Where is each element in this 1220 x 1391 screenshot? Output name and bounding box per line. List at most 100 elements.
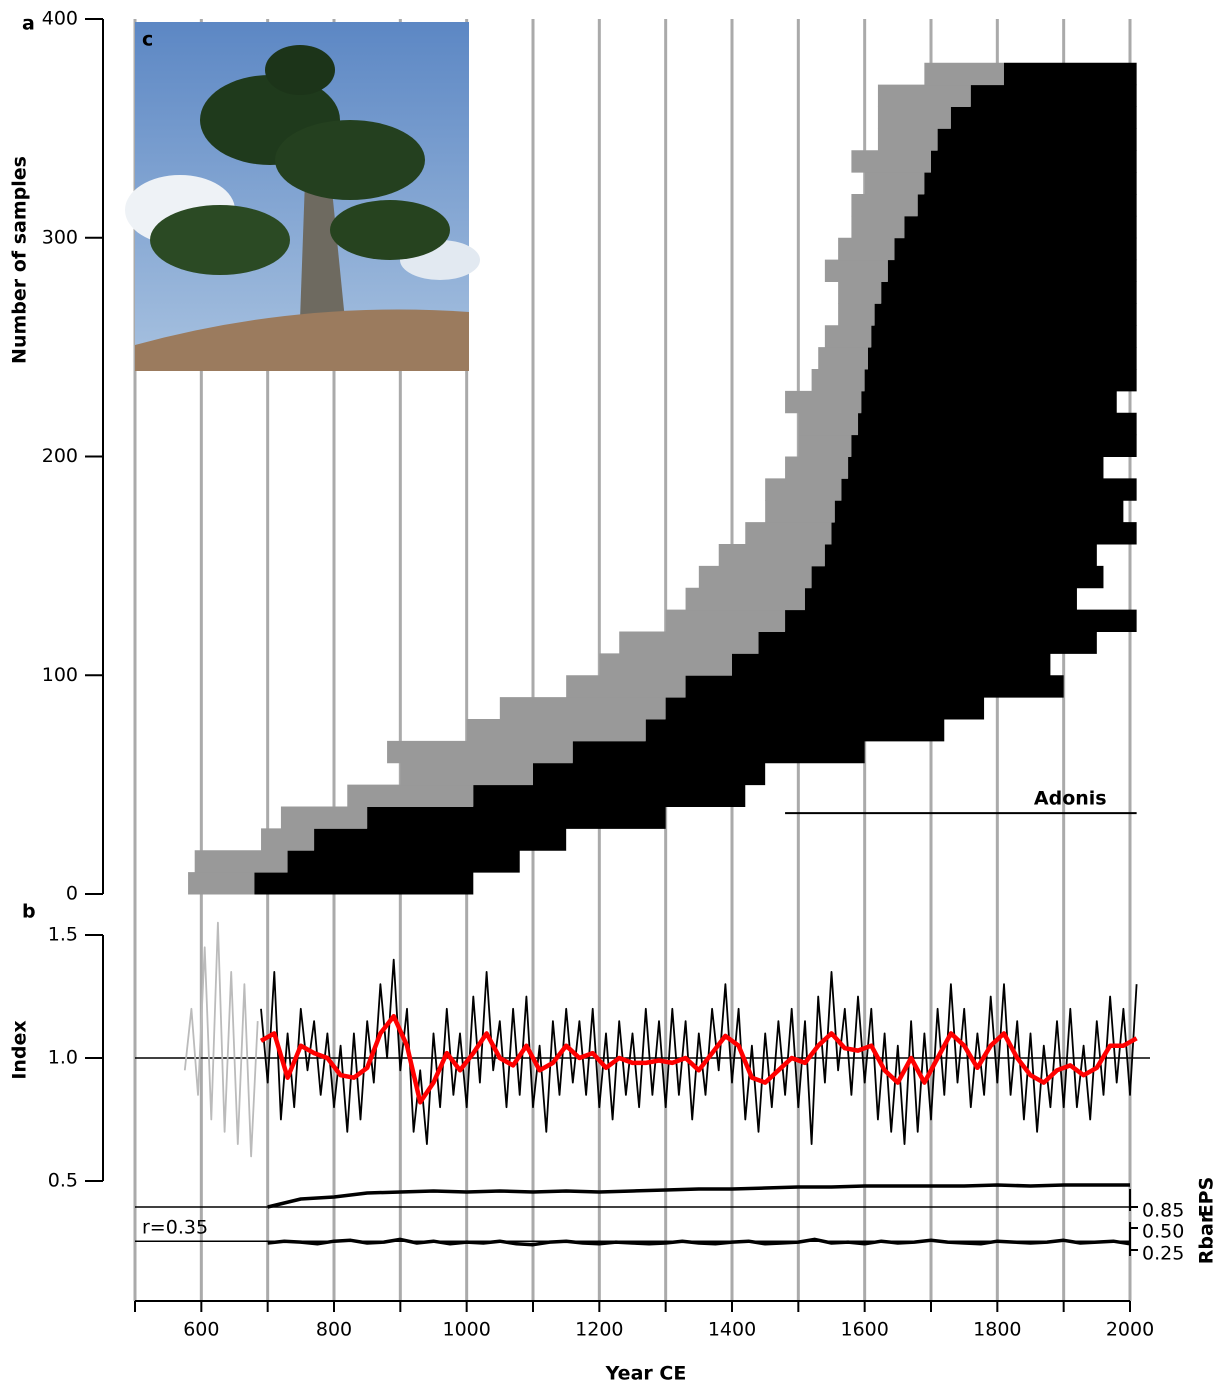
- pith-span: [877, 128, 938, 151]
- x-tick-label: 1600: [840, 1319, 888, 1341]
- sample-span: [645, 719, 945, 742]
- pith-span: [824, 325, 872, 348]
- sample-span: [931, 150, 1137, 173]
- pith-span: [619, 631, 759, 654]
- y-tick-label: 0.50: [1142, 1221, 1184, 1243]
- series-line: [259, 1013, 1138, 1105]
- pith-span: [851, 194, 918, 217]
- reference-label: r=0.35: [142, 1217, 208, 1239]
- sample-span: [904, 215, 1137, 239]
- sample-span: [924, 172, 1137, 195]
- pith-span: [698, 565, 812, 589]
- sample-span: [841, 478, 1137, 501]
- series-line: [267, 1183, 1130, 1209]
- y-tick-label: 0.85: [1142, 1200, 1184, 1222]
- sample-span: [732, 653, 1051, 676]
- pith-span: [566, 675, 686, 698]
- annotation: Adonis: [1034, 788, 1107, 810]
- sample-span: [1003, 62, 1137, 86]
- sample-span: [871, 325, 1137, 348]
- pith-span: [785, 456, 849, 479]
- series-line: [260, 958, 1138, 1145]
- pith-span: [818, 347, 868, 370]
- pith-span: [718, 544, 825, 567]
- sample-span: [874, 303, 1137, 326]
- pith-span: [188, 872, 255, 895]
- sample-span: [917, 194, 1137, 217]
- sample-span: [685, 675, 1064, 698]
- x-tick-label: 2000: [1106, 1319, 1154, 1341]
- pith-span: [877, 84, 971, 107]
- sample-span: [894, 237, 1137, 261]
- sample-span: [811, 565, 1104, 589]
- pith-span: [765, 500, 835, 523]
- pith-span: [864, 172, 925, 195]
- pith-span: [765, 478, 842, 501]
- sample-span: [254, 872, 474, 895]
- pith-span: [838, 303, 875, 326]
- photo-inset: c: [125, 22, 480, 371]
- pith-span: [798, 412, 859, 436]
- pith-span: [851, 215, 905, 239]
- sample-span: [665, 697, 985, 720]
- pith-span: [685, 587, 805, 611]
- pith-span: [347, 784, 474, 807]
- y-tick-label: 100: [42, 664, 78, 686]
- x-axis-title: Year CE: [605, 1363, 687, 1385]
- sample-span: [824, 544, 1097, 567]
- sample-span: [314, 828, 567, 851]
- pith-span: [194, 850, 288, 873]
- sample-span: [848, 456, 1104, 479]
- y-tick-label: 200: [42, 445, 78, 467]
- pith-span: [824, 259, 888, 282]
- sample-span: [785, 609, 1137, 632]
- pith-span: [785, 390, 862, 414]
- sample-span: [970, 84, 1137, 107]
- pith-span: [924, 62, 1004, 86]
- pith-span: [745, 522, 832, 545]
- y-tick-label: 400: [42, 8, 78, 30]
- sample-span: [572, 740, 865, 764]
- y-tick-label: 0: [66, 883, 78, 905]
- x-tick-label: 600: [183, 1319, 219, 1341]
- pith-span: [665, 609, 786, 632]
- pith-span: [851, 150, 931, 173]
- sample-span: [834, 500, 1124, 523]
- sample-span: [367, 806, 666, 829]
- sample-span: [287, 850, 520, 873]
- panel-label: c: [142, 29, 153, 51]
- pith-span: [798, 434, 852, 457]
- sample-span: [937, 128, 1137, 151]
- pith-span: [838, 237, 895, 261]
- y-tick-label: 1.5: [48, 924, 78, 946]
- panel-label: b: [22, 901, 36, 923]
- pith-span: [400, 762, 533, 786]
- x-tick-label: 1200: [575, 1319, 623, 1341]
- y-tick-label: 1.0: [48, 1047, 78, 1069]
- pith-span: [261, 828, 315, 851]
- sample-span: [831, 522, 1137, 545]
- pith-span: [466, 719, 646, 742]
- series-line: [183, 921, 259, 1158]
- y-axis-title: EPS: [1196, 1177, 1218, 1218]
- sample-span: [804, 587, 1077, 611]
- pith-span: [838, 281, 882, 304]
- sample-span: [851, 434, 1137, 457]
- sample-span: [887, 259, 1137, 282]
- sample-span: [533, 762, 766, 786]
- panel-label: a: [22, 13, 35, 35]
- x-tick-label: 1400: [708, 1319, 756, 1341]
- pith-span: [499, 697, 666, 720]
- y-axis-title: Index: [9, 1020, 31, 1079]
- series-line: [267, 1237, 1131, 1247]
- pith-span: [387, 740, 573, 764]
- y-tick-label: 0.25: [1142, 1243, 1184, 1265]
- sample-span: [758, 631, 1097, 654]
- pith-span: [811, 369, 865, 392]
- y-tick-label: 300: [42, 226, 78, 248]
- x-tick-label: 1000: [442, 1319, 490, 1341]
- y-tick-label: 0.5: [48, 1170, 78, 1192]
- sample-span: [867, 347, 1137, 370]
- pith-span: [877, 106, 951, 129]
